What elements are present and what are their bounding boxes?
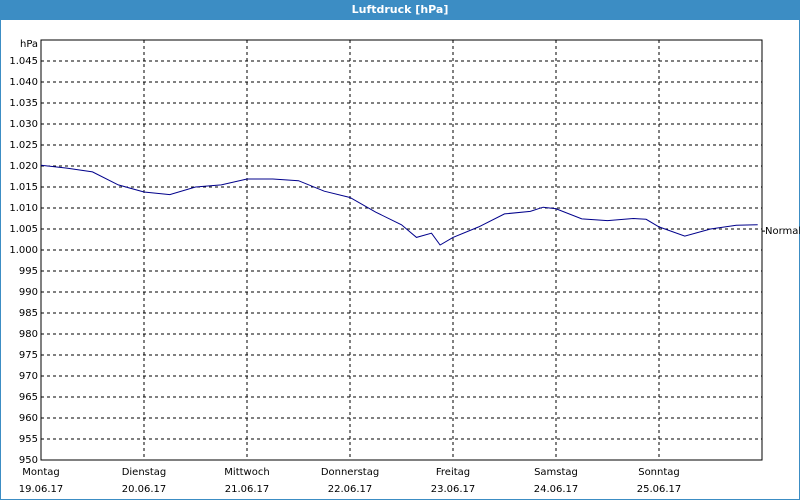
y-tick-label: 1.035 [9, 98, 38, 109]
y-tick-label: 1.040 [9, 77, 38, 88]
title-bar [0, 0, 800, 20]
x-tick-label: Samstag [534, 467, 578, 478]
y-tick-label: 950 [19, 455, 38, 466]
y-tick-label: 1.000 [9, 245, 38, 256]
x-tick-label: Montag [22, 467, 59, 478]
x-tick-label: Dienstag [122, 467, 167, 478]
x-tick-date: 22.06.17 [328, 484, 373, 495]
y-tick-label: 995 [19, 266, 38, 277]
x-tick-date: 23.06.17 [431, 484, 476, 495]
x-tick-date: 25.06.17 [637, 484, 682, 495]
x-tick-date: 21.06.17 [225, 484, 270, 495]
y-tick-label: 1.010 [9, 203, 38, 214]
y-tick-label: 1.045 [9, 56, 38, 67]
y-tick-label: 1.020 [9, 161, 38, 172]
y-tick-label: 955 [19, 434, 38, 445]
annotation-label: Normal [765, 226, 800, 237]
y-tick-label: 975 [19, 350, 38, 361]
x-tick-date: 24.06.17 [534, 484, 579, 495]
x-tick-label: Donnerstag [321, 467, 379, 478]
plot-border [40, 39, 763, 461]
x-tick-date: 19.06.17 [19, 484, 64, 495]
y-tick-label: 1.025 [9, 140, 38, 151]
y-tick-label: 1.005 [9, 224, 38, 235]
pressure-line [40, 164, 758, 246]
x-tick-label: Mittwoch [224, 467, 269, 478]
y-tick-label: 965 [19, 392, 38, 403]
y-tick-label: 980 [19, 329, 38, 340]
x-tick-date: 20.06.17 [122, 484, 167, 495]
chart-title: Luftdruck [hPa] [352, 3, 449, 16]
x-tick-label: Sonntag [638, 467, 680, 478]
y-tick-label: 1.030 [9, 119, 38, 130]
y-axis-label: hPa [20, 39, 38, 50]
y-tick-label: 960 [19, 413, 38, 424]
y-tick-label: 1.015 [9, 182, 38, 193]
y-tick-label: 985 [19, 308, 38, 319]
x-tick-label: Freitag [436, 467, 470, 478]
y-tick-label: 970 [19, 371, 38, 382]
y-tick-label: 990 [19, 287, 38, 298]
